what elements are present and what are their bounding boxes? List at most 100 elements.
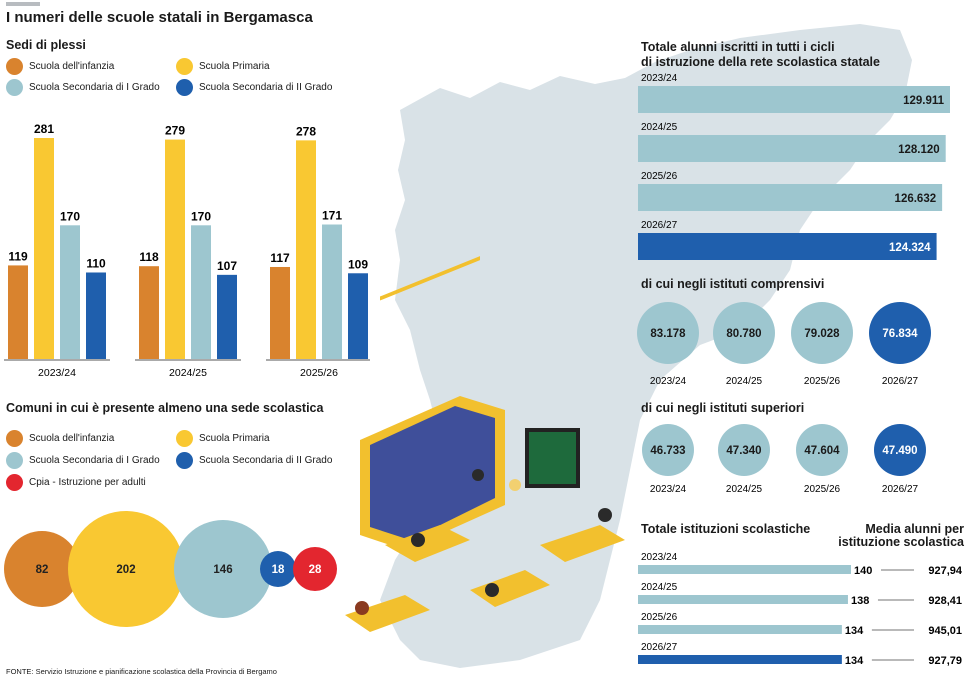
circle-year-label: 2026/27 xyxy=(882,484,919,495)
legend2-dot-sec1 xyxy=(6,452,23,469)
year-label: 2025/26 xyxy=(641,171,678,182)
circle-value-label: 79.028 xyxy=(804,328,840,340)
istituzioni-bar-3 xyxy=(638,655,842,664)
category-label: 2025/26 xyxy=(300,367,338,379)
circle-0 xyxy=(637,302,699,364)
circle-2 xyxy=(796,424,848,476)
category-label: 2024/25 xyxy=(169,367,207,379)
circle-value-label: 47.490 xyxy=(882,445,917,457)
istituzioni-value-label: 134 xyxy=(845,655,864,667)
istituzioni-value-label: 138 xyxy=(851,595,869,607)
legend2-title: Comuni in cui è presente almeno una sede… xyxy=(6,401,324,415)
circle-year-label: 2025/26 xyxy=(804,484,841,495)
legend1-dot-sec1 xyxy=(6,79,23,96)
bubble-1 xyxy=(68,511,184,627)
totale-bar-2 xyxy=(638,184,943,211)
top-accent-bar xyxy=(6,2,40,6)
bar-0-1 xyxy=(34,138,54,359)
bar-value-label: 109 xyxy=(348,257,368,271)
year-label: 2026/27 xyxy=(641,220,678,231)
bubble-0 xyxy=(4,531,80,607)
year-label: 2023/24 xyxy=(641,73,678,84)
bar-2-0 xyxy=(270,266,290,359)
bar-value-label: 279 xyxy=(165,124,185,138)
istituzioni-bars: 2023/24 140 927,94 2024/25 138 928,41 2025/26 1… xyxy=(638,552,963,667)
bar-1-3 xyxy=(217,274,237,359)
bar-1-0 xyxy=(139,266,159,359)
media-value-label: 945,01 xyxy=(928,625,962,637)
totale-value-label: 129.911 xyxy=(903,95,945,107)
istituzioni-bar-2 xyxy=(638,625,842,634)
legend1-dot-infanzia xyxy=(6,58,23,75)
bar-value-label: 110 xyxy=(86,256,106,270)
istituzioni-value-label: 140 xyxy=(854,565,872,577)
circle-year-label: 2024/25 xyxy=(726,376,763,387)
legend2-label: Scuola Secondaria di I Grado xyxy=(29,455,160,466)
bar-value-label: 117 xyxy=(270,251,290,265)
bar-value-label: 171 xyxy=(322,209,342,223)
legend1-item-infanzia: Scuola dell'infanzia xyxy=(6,58,114,75)
totale-alunni-title-1: Totale alunni iscritti in tutti i cicli xyxy=(641,40,835,54)
year-label: 2023/24 xyxy=(641,552,678,563)
legend2-label: Cpia - Istruzione per adulti xyxy=(29,477,146,488)
circle-value-label: 80.780 xyxy=(726,328,761,340)
circle-value-label: 47.340 xyxy=(726,445,761,457)
circle-1 xyxy=(713,302,775,364)
legend1-item-sec1: Scuola Secondaria di I Grado xyxy=(6,79,160,96)
circle-value-label: 76.834 xyxy=(882,328,918,340)
sedi-bar-chart: 119 281 170 110 2023/24 118 279 170 107 2024/25 11… xyxy=(4,122,370,379)
year-label: 2026/27 xyxy=(641,642,678,653)
bar-2-1 xyxy=(296,140,316,359)
totale-value-label: 128.120 xyxy=(898,144,940,156)
bar-1-1 xyxy=(165,139,185,359)
totale-value-label: 126.632 xyxy=(895,193,937,205)
legend1-label: Scuola dell'infanzia xyxy=(29,61,115,72)
circle-value-label: 47.604 xyxy=(804,445,840,457)
legend2-item-infanzia: Scuola dell'infanzia xyxy=(6,430,114,447)
media-title-2: istituzione scolastica xyxy=(838,535,964,549)
bubble-value-label: 82 xyxy=(36,564,49,576)
bar-2-3 xyxy=(348,273,368,359)
circle-year-label: 2025/26 xyxy=(804,376,841,387)
istituzioni-bar-0 xyxy=(638,565,851,574)
circle-3 xyxy=(874,424,926,476)
media-title-1: Media alunni per xyxy=(865,522,964,536)
category-label: 2023/24 xyxy=(38,367,76,379)
legend2-dot-sec2 xyxy=(176,452,193,469)
comuni-bubble-chart: 82 202 146 18 28 xyxy=(4,511,337,627)
bubble-value-label: 202 xyxy=(116,564,135,576)
bar-value-label: 107 xyxy=(217,259,237,273)
legend1-label: Scuola Secondaria di I Grado xyxy=(29,82,160,93)
media-value-label: 927,79 xyxy=(928,655,962,667)
circle-value-label: 46.733 xyxy=(650,445,685,457)
bar-0-2 xyxy=(60,225,80,359)
bar-value-label: 170 xyxy=(60,209,80,223)
legend1-title: Sedi di plessi xyxy=(6,38,86,52)
totale-alunni-bars: 2023/24 129.911 2024/25 128.120 2025/26 126.6… xyxy=(638,73,950,260)
year-label: 2024/25 xyxy=(641,122,678,133)
bar-value-label: 118 xyxy=(139,250,159,264)
page-title: I numeri delle scuole statali in Bergama… xyxy=(6,9,313,26)
bubble-value-label: 18 xyxy=(272,564,285,576)
comprensivi-title: di cui negli istituti comprensivi xyxy=(641,277,825,291)
totale-value-label: 124.324 xyxy=(889,242,931,254)
legend2-dot-cpia xyxy=(6,474,23,491)
legend1-item-primaria: Scuola Primaria xyxy=(176,58,270,75)
legend1-dot-primaria xyxy=(176,58,193,75)
circle-year-label: 2026/27 xyxy=(882,376,919,387)
circle-2 xyxy=(791,302,853,364)
bar-1-2 xyxy=(191,225,211,359)
circle-0 xyxy=(642,424,694,476)
istituzioni-title: Totale istituzioni scolastiche xyxy=(641,522,811,536)
legend2-item-sec2: Scuola Secondaria di II Grado xyxy=(176,452,332,469)
bubble-value-label: 28 xyxy=(309,564,322,576)
legend1-label: Scuola Secondaria di II Grado xyxy=(199,82,333,93)
superiori-circles: 46.733 2023/24 47.340 2024/25 47.604 2025/26 4… xyxy=(642,424,926,495)
superiori-title: di cui negli istituti superiori xyxy=(641,401,805,415)
legend1-label: Scuola Primaria xyxy=(199,61,270,72)
totale-bar-1 xyxy=(638,135,946,162)
bar-value-label: 170 xyxy=(191,209,211,223)
comprensivi-circles: 83.178 2023/24 80.780 2024/25 79.028 2025/26 7… xyxy=(637,302,931,387)
legend2-label: Scuola Primaria xyxy=(199,433,270,444)
bar-2-2 xyxy=(322,224,342,359)
